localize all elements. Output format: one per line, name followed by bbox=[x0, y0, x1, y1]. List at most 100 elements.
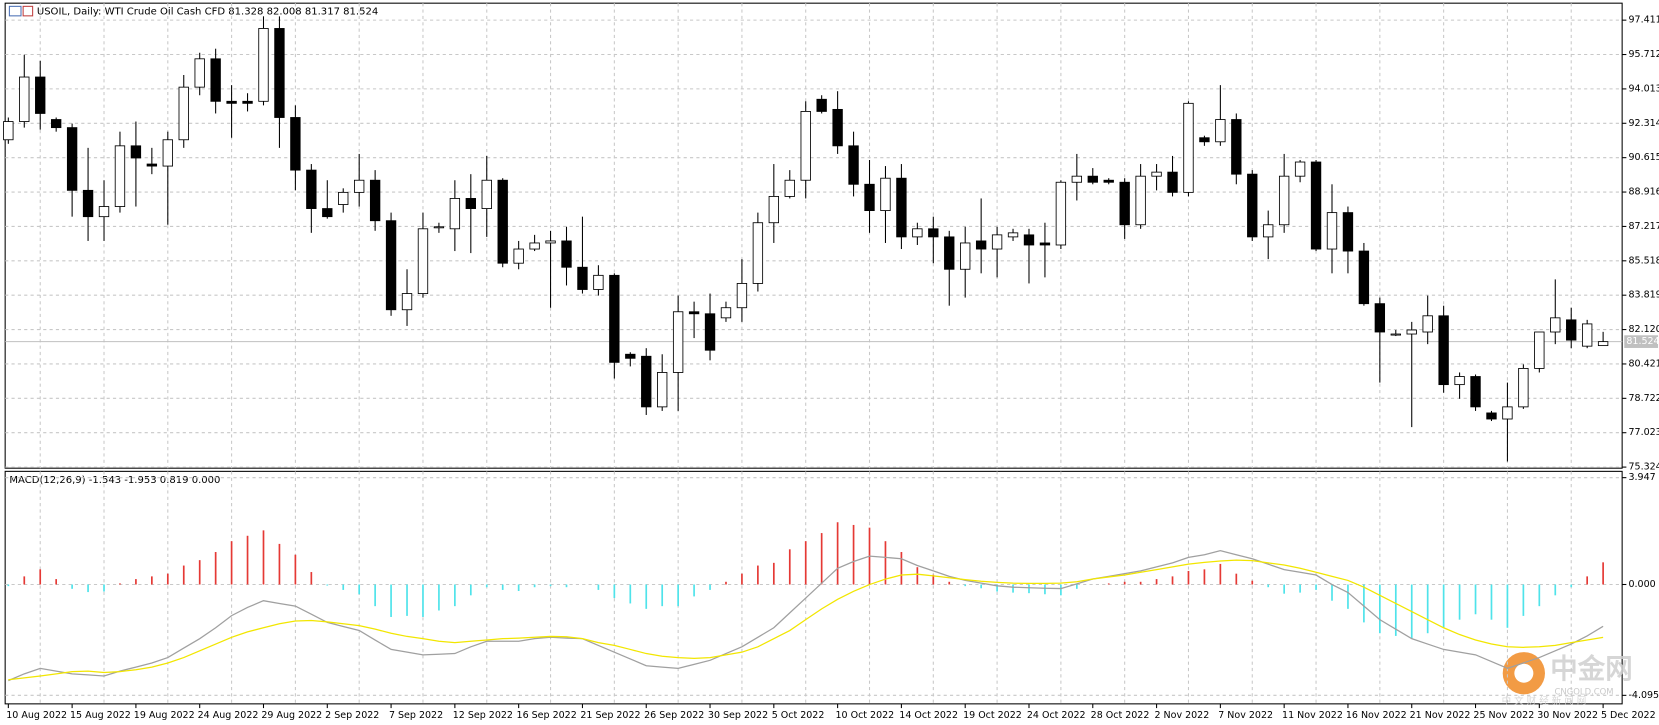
y-tick-label: 83.819 bbox=[1628, 290, 1659, 301]
candle-body bbox=[1438, 315, 1449, 386]
x-tick-label: 19 Aug 2022 bbox=[134, 710, 195, 721]
last-price-label: 81.524 bbox=[1626, 336, 1659, 347]
candle-body bbox=[258, 28, 269, 102]
candle-body bbox=[35, 76, 46, 114]
candle-body bbox=[1550, 317, 1561, 333]
candle-body bbox=[1518, 368, 1529, 408]
y-tick-label: 88.916 bbox=[1628, 187, 1659, 198]
candle-body bbox=[130, 145, 142, 159]
candle-body bbox=[465, 198, 476, 209]
candle-body bbox=[1406, 329, 1417, 335]
x-tick-label: 10 Aug 2022 bbox=[6, 710, 67, 721]
y-tick-label: 78.722 bbox=[1628, 393, 1659, 404]
x-tick-label: 11 Nov 2022 bbox=[1282, 710, 1343, 721]
candle-body bbox=[1422, 315, 1433, 333]
candle-body bbox=[1119, 181, 1130, 226]
candle-body bbox=[912, 228, 923, 238]
x-tick-label: 5 Dec 2022 bbox=[1601, 710, 1656, 721]
candle-body bbox=[1071, 175, 1083, 183]
price-panel bbox=[4, 2, 1623, 469]
watermark-text: 中金网 bbox=[1550, 653, 1632, 685]
x-tick-label: 21 Nov 2022 bbox=[1410, 710, 1471, 721]
candle-body bbox=[114, 145, 126, 207]
y-tick-label: 87.217 bbox=[1628, 221, 1659, 232]
candle-body bbox=[1342, 212, 1354, 252]
candle-body bbox=[481, 179, 492, 209]
candle-body bbox=[928, 228, 939, 238]
candle-body bbox=[1470, 376, 1481, 408]
y-tick-label: 92.314 bbox=[1628, 118, 1659, 129]
x-tick-label: 7 Nov 2022 bbox=[1218, 710, 1273, 721]
y-tick-label: 82.120 bbox=[1628, 324, 1659, 335]
x-tick-label: 16 Nov 2022 bbox=[1346, 710, 1407, 721]
candle-body bbox=[896, 177, 907, 238]
candle-body bbox=[338, 191, 349, 205]
icon bbox=[8, 5, 22, 17]
last-price-box bbox=[1624, 335, 1659, 348]
candle-body bbox=[1007, 232, 1019, 238]
candle-body bbox=[354, 179, 365, 193]
candle-body bbox=[433, 226, 445, 229]
candle-body bbox=[1486, 412, 1497, 420]
candle-body bbox=[162, 139, 173, 167]
x-tick-label: 30 Nov 2022 bbox=[1537, 710, 1598, 721]
x-tick-label: 29 Aug 2022 bbox=[261, 710, 322, 721]
candle-body bbox=[720, 307, 732, 319]
logo bbox=[1514, 663, 1534, 683]
icon bbox=[22, 5, 34, 17]
y-tick-label: 85.518 bbox=[1628, 255, 1659, 266]
candle-body bbox=[752, 222, 764, 284]
candle-body bbox=[672, 311, 684, 373]
candle-body bbox=[146, 163, 158, 167]
candle-body bbox=[1390, 333, 1401, 336]
candle-body bbox=[609, 274, 620, 363]
candle-body bbox=[784, 179, 795, 197]
candle-body bbox=[960, 242, 971, 270]
candle-body bbox=[529, 242, 540, 250]
candle-body bbox=[1310, 161, 1322, 250]
y-tick-label: 80.421 bbox=[1628, 358, 1659, 369]
candle-body bbox=[688, 311, 700, 315]
candle-body bbox=[736, 283, 748, 309]
candle-body bbox=[1023, 234, 1035, 246]
candle-body bbox=[1247, 173, 1258, 238]
x-tick-label: 21 Sep 2022 bbox=[580, 710, 640, 721]
watermark-sub: CNGOLD.COM bbox=[1555, 687, 1614, 697]
candle-body bbox=[625, 353, 636, 359]
candle-body bbox=[82, 189, 94, 218]
candle-body bbox=[545, 240, 556, 244]
macd-line bbox=[8, 549, 1604, 682]
candle-body bbox=[577, 266, 588, 290]
y-tick-label: 95.712 bbox=[1628, 49, 1659, 60]
y-tick-label: 97.411 bbox=[1628, 15, 1659, 26]
candle-body bbox=[306, 169, 317, 209]
candle-body bbox=[1358, 250, 1370, 305]
x-tick-label: 19 Oct 2022 bbox=[963, 710, 1022, 721]
y-tick-label: 90.615 bbox=[1628, 152, 1659, 163]
candle-body bbox=[1055, 181, 1067, 246]
x-tick-label: 28 Oct 2022 bbox=[1091, 710, 1150, 721]
candle-body bbox=[975, 240, 987, 250]
y-tick-label: 77.023 bbox=[1628, 427, 1659, 438]
candle-body bbox=[1597, 341, 1609, 347]
macd-line bbox=[8, 559, 1604, 681]
chart-title: USOIL, Daily: WTI Crude Oil Cash CFD 81.… bbox=[37, 7, 378, 18]
candle-body bbox=[274, 28, 285, 118]
x-tick-label: 16 Sep 2022 bbox=[517, 710, 577, 721]
candle-body bbox=[1581, 323, 1593, 347]
candle-body bbox=[417, 228, 429, 294]
candle-body bbox=[1103, 179, 1114, 183]
candle-body bbox=[1199, 137, 1210, 143]
x-tick-label: 24 Oct 2022 bbox=[1027, 710, 1086, 721]
x-tick-label: 2 Nov 2022 bbox=[1154, 710, 1209, 721]
x-tick-label: 30 Sep 2022 bbox=[708, 710, 768, 721]
candle-body bbox=[513, 248, 524, 264]
x-tick-label: 14 Oct 2022 bbox=[899, 710, 958, 721]
candle-body bbox=[1167, 171, 1178, 193]
x-tick-label: 26 Sep 2022 bbox=[644, 710, 704, 721]
candle-body bbox=[1215, 119, 1226, 143]
x-tick-label: 5 Oct 2022 bbox=[772, 710, 825, 721]
candle-body bbox=[210, 58, 221, 102]
candle-body bbox=[800, 111, 811, 181]
candle-body bbox=[66, 127, 78, 191]
